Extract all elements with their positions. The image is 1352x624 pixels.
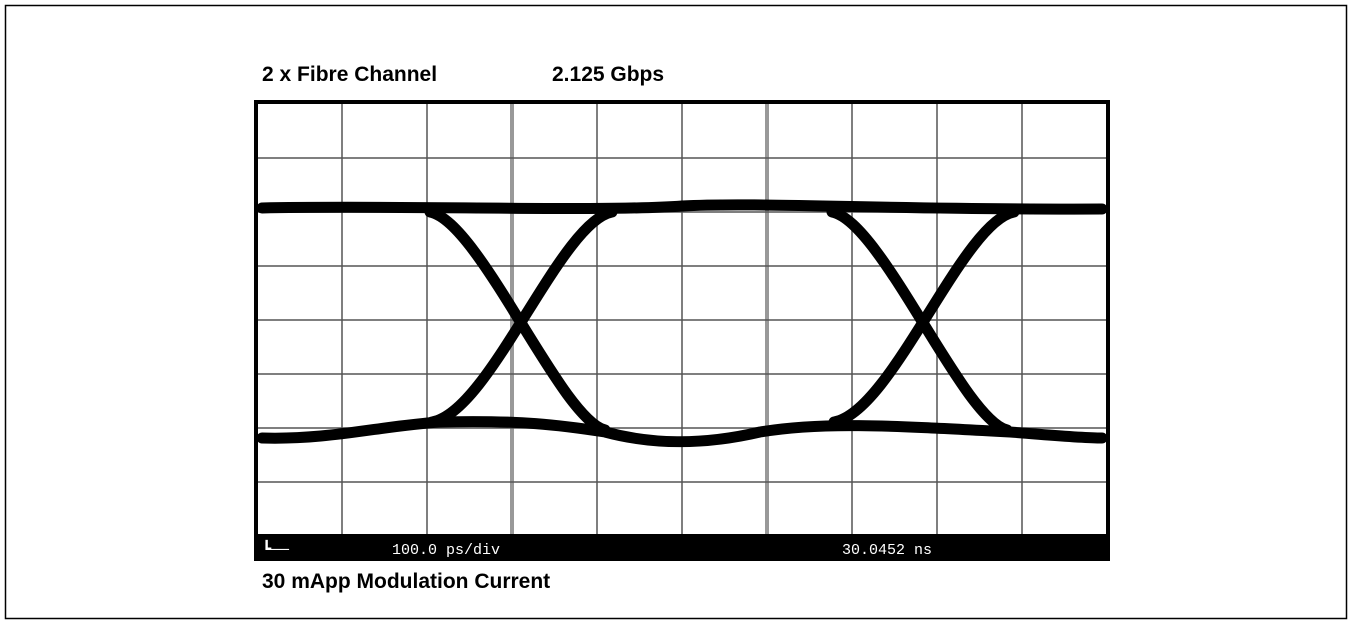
rate: 2.125 Gbps <box>552 63 664 86</box>
title: 2 x Fibre Channel <box>262 63 437 86</box>
timebase: 100.0 ps/div <box>392 542 500 559</box>
figure: 2 x Fibre Channel 2.125 Gbps ┗── 100.0 p… <box>0 0 1352 624</box>
trigger-icon: ┗── <box>262 539 290 559</box>
scope-screen: ┗── 100.0 ps/div 30.0452 ns <box>254 100 1110 561</box>
caption: 30 mApp Modulation Current <box>262 570 550 593</box>
time-position: 30.0452 ns <box>842 542 932 559</box>
page: 2 x Fibre Channel 2.125 Gbps ┗── 100.0 p… <box>0 0 1352 624</box>
